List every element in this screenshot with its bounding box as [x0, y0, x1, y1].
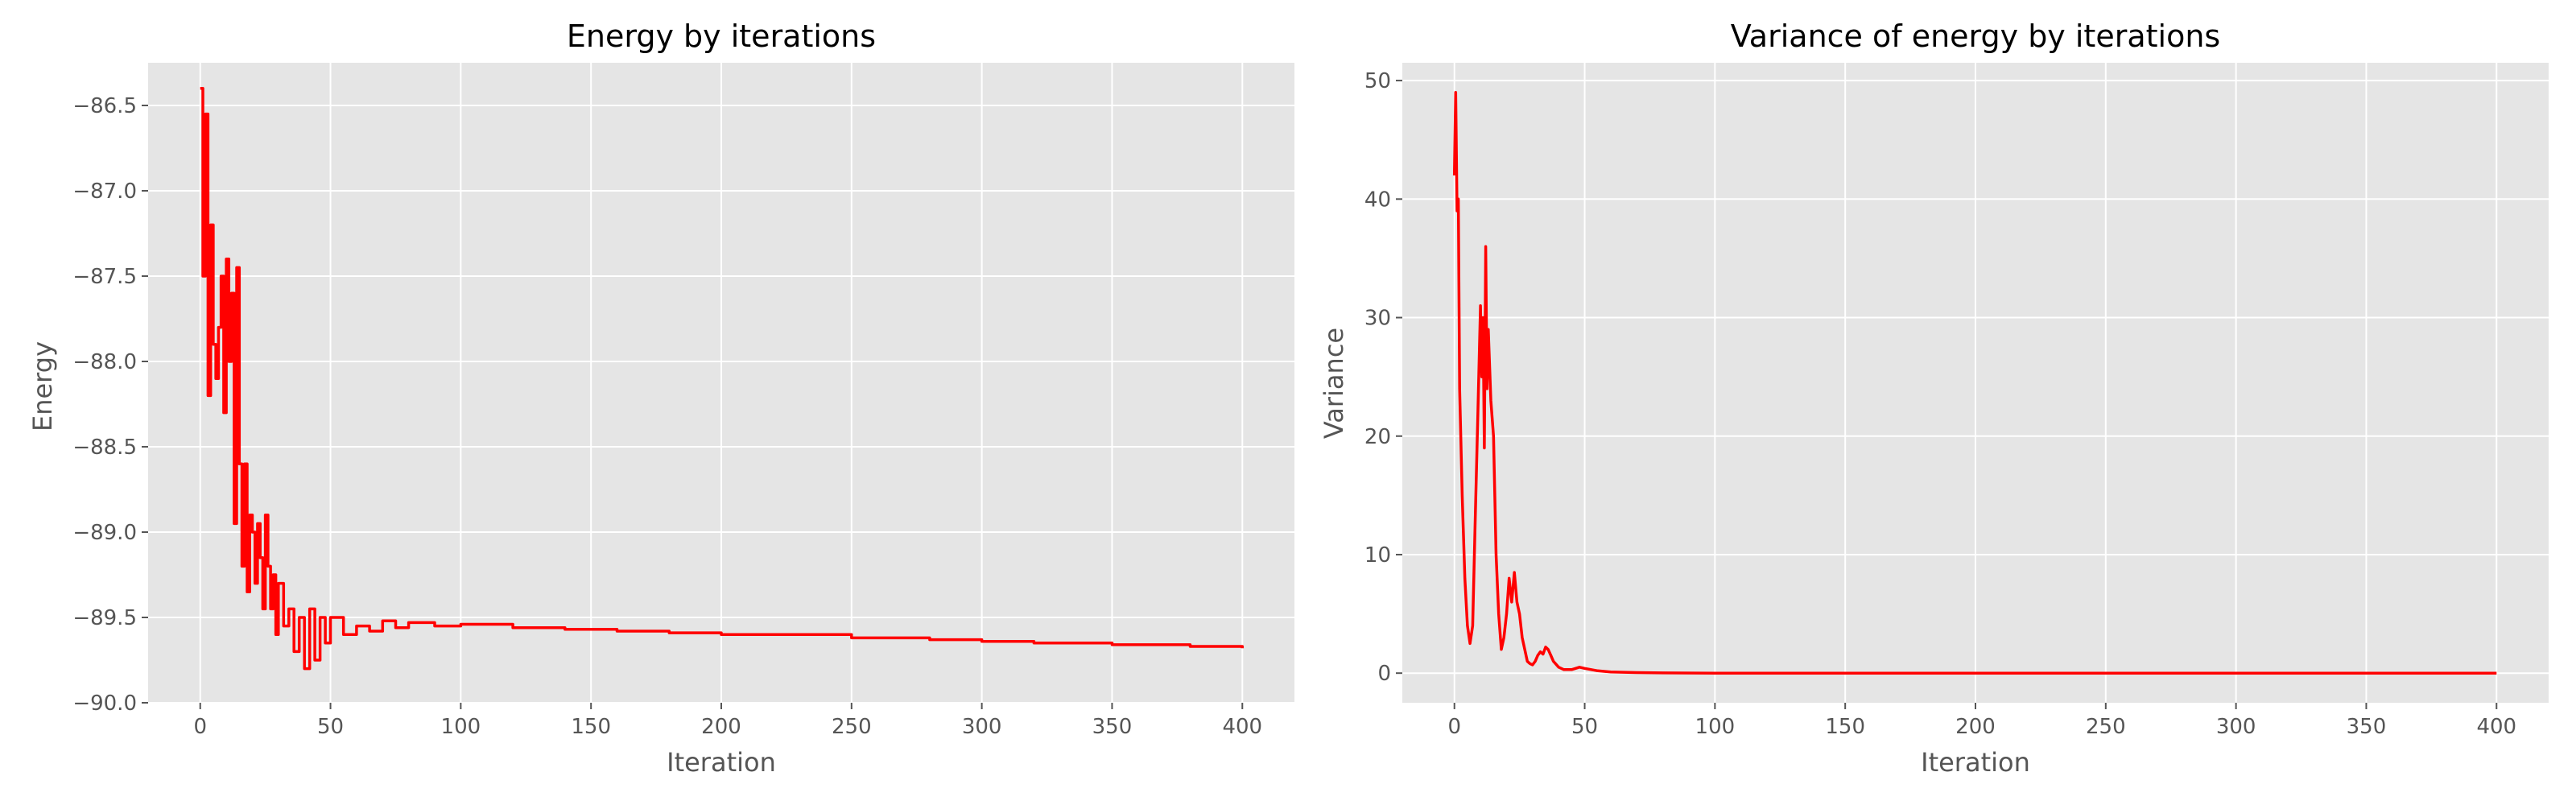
variance-y-tick-label: 30 [1364, 307, 1391, 331]
variance-y-axis-label: Variance [1319, 328, 1349, 439]
energy-y-tick-label: −89.0 [72, 521, 137, 545]
variance-chart-title: Variance of energy by iterations [1731, 19, 2220, 54]
variance-y-tick-label: 20 [1364, 425, 1391, 449]
energy-y-tick-label: −89.5 [72, 606, 137, 630]
variance-x-tick-label: 150 [1825, 715, 1865, 739]
variance-y-tick-label: 0 [1377, 662, 1391, 686]
variance-x-tick-label: 300 [2216, 715, 2256, 739]
energy-chart: 0 50 100 150 200 250 300 350 400 −90.0 −89.5 −89.0… [27, 19, 1294, 778]
variance-x-tick-label: 250 [2086, 715, 2126, 739]
variance-x-tick-label: 50 [1571, 715, 1598, 739]
variance-y-tick-label: 40 [1364, 188, 1391, 212]
variance-x-tick-label: 350 [2347, 715, 2387, 739]
energy-x-tick-label: 350 [1092, 715, 1133, 739]
energy-x-tick-label: 50 [317, 715, 344, 739]
variance-y-tick-label: 10 [1364, 543, 1391, 568]
variance-x-axis-label: Iteration [1921, 747, 2030, 778]
energy-y-tick-label: −88.5 [72, 436, 137, 460]
energy-x-tick-label: 300 [962, 715, 1002, 739]
energy-y-tick-label: −90.0 [72, 691, 137, 716]
variance-chart: 0 50 100 150 200 250 300 350 400 0 10 20 30 40 50 Var… [1319, 19, 2549, 778]
variance-x-tick-label: 200 [1955, 715, 1996, 739]
energy-x-tick-label: 0 [193, 715, 207, 739]
variance-series-line [1452, 91, 2497, 675]
energy-x-tick-label: 150 [571, 715, 611, 739]
variance-x-tick-label: 400 [2476, 715, 2516, 739]
energy-y-tick-label: −88.0 [72, 350, 137, 374]
energy-x-tick-label: 400 [1222, 715, 1262, 739]
energy-y-axis-label: Energy [27, 341, 58, 431]
energy-series-line [200, 87, 1245, 671]
energy-x-axis-label: Iteration [667, 747, 776, 778]
energy-x-tick-label: 100 [441, 715, 481, 739]
energy-x-tick-label: 250 [832, 715, 872, 739]
energy-chart-title: Energy by iterations [567, 19, 876, 54]
variance-y-tick-label: 50 [1364, 69, 1391, 93]
variance-x-tick-label: 100 [1695, 715, 1736, 739]
energy-x-tick-label: 200 [701, 715, 741, 739]
energy-y-tick-label: −87.5 [72, 265, 137, 289]
energy-y-tick-label: −86.5 [72, 94, 137, 118]
variance-x-tick-label: 0 [1447, 715, 1461, 739]
energy-y-tick-label: −87.0 [72, 180, 137, 204]
